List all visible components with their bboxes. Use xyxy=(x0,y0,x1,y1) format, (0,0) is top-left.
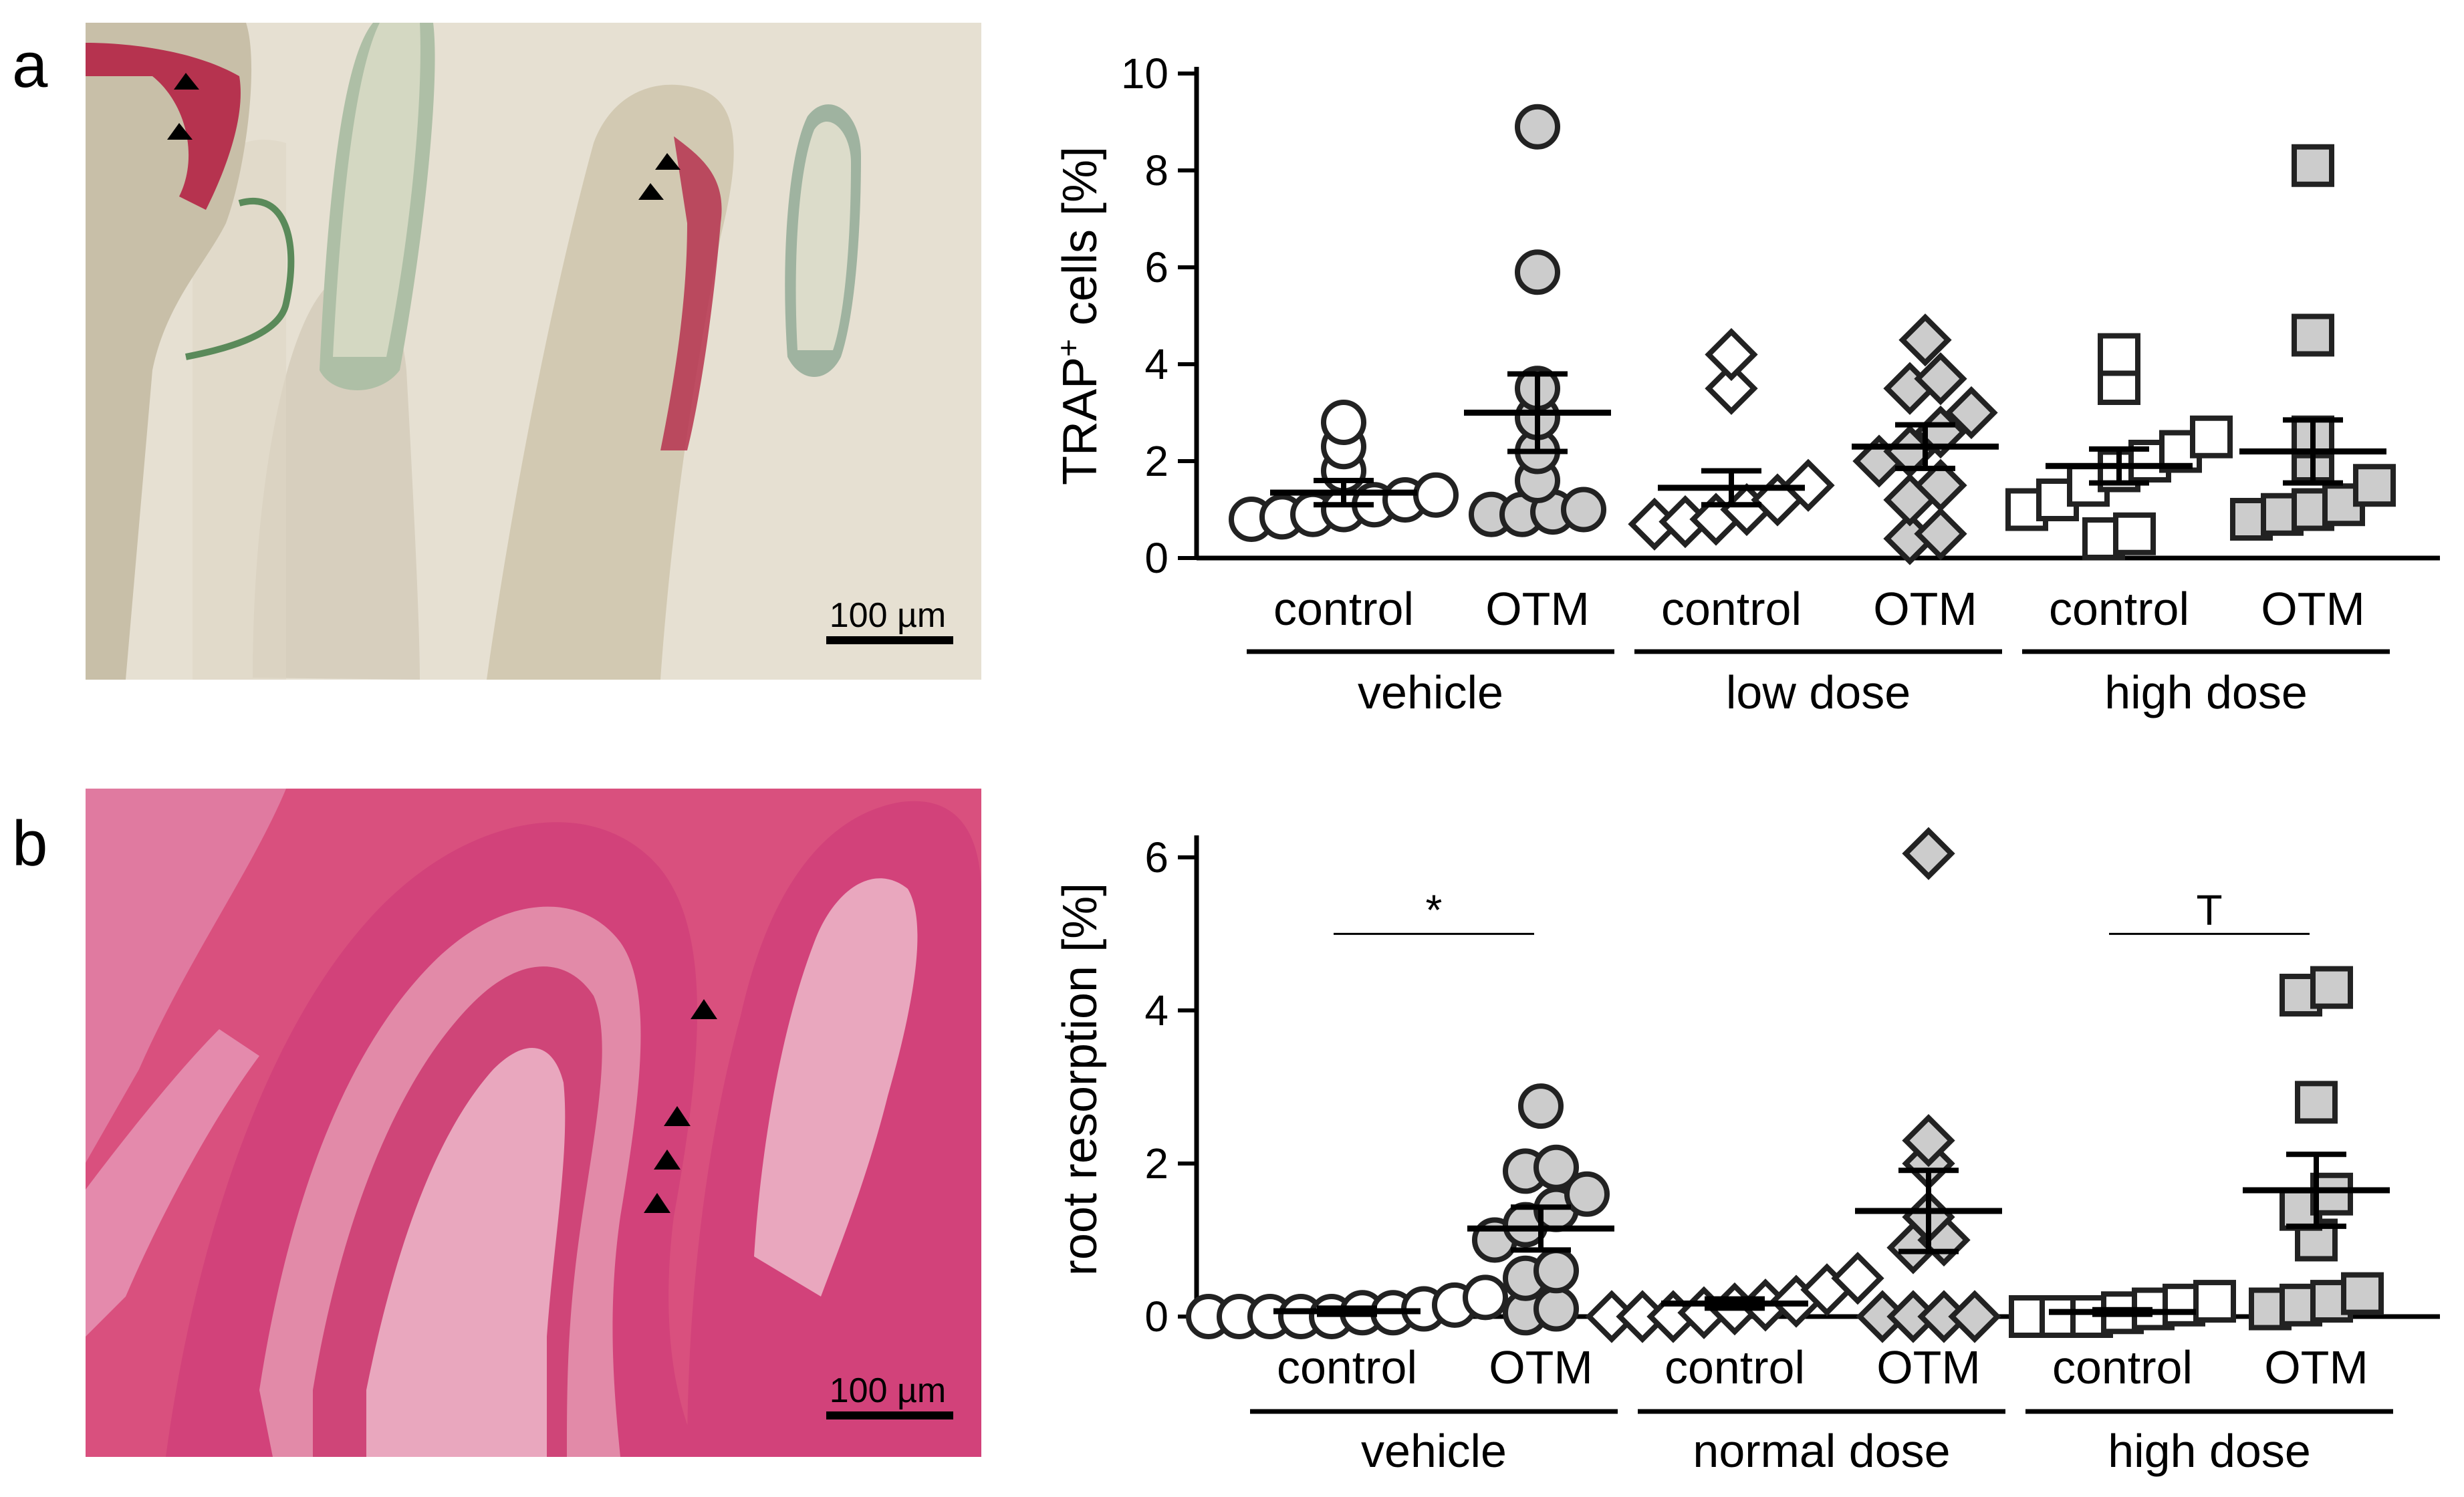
data-point xyxy=(2098,333,2140,376)
y-tick-label: 2 xyxy=(1144,437,1168,485)
y-tick-label: 6 xyxy=(1144,243,1168,291)
data-point xyxy=(1914,458,1967,512)
x-category-label: control xyxy=(1661,583,1802,635)
data-point xyxy=(1533,1144,1579,1190)
y-tick-label: 0 xyxy=(1144,1292,1168,1341)
x-category-label: control xyxy=(1665,1341,1805,1393)
significance-symbol: T xyxy=(2196,886,2222,934)
scale-bar-a xyxy=(826,636,953,644)
panel-label-b: b xyxy=(12,808,48,879)
group-label: vehicle xyxy=(1358,666,1503,718)
micrograph-trap: 100 µm xyxy=(86,23,981,680)
data-point xyxy=(1945,386,1998,440)
group-label: low dose xyxy=(1726,666,1911,718)
group-label: normal dose xyxy=(1693,1425,1950,1477)
data-point xyxy=(2341,1272,2384,1315)
data-point xyxy=(1321,400,1366,445)
data-point xyxy=(1705,362,1758,415)
data-point xyxy=(2190,415,2233,458)
data-point xyxy=(2292,313,2334,357)
x-category-label: OTM xyxy=(2261,583,2365,635)
group-label: high dose xyxy=(2108,1425,2311,1477)
x-category-label: OTM xyxy=(1873,583,1977,635)
x-category-label: OTM xyxy=(1489,1341,1593,1393)
data-point xyxy=(1533,1248,1579,1294)
data-point xyxy=(2193,1280,2236,1323)
x-category-label: control xyxy=(2049,583,2189,635)
x-category-label: control xyxy=(2052,1341,2193,1393)
panel-label-a: a xyxy=(12,29,48,101)
data-point xyxy=(1914,352,1967,406)
y-tick-label: 4 xyxy=(1144,340,1168,388)
x-category-label: OTM xyxy=(2264,1341,2368,1393)
significance-symbol: * xyxy=(1426,886,1443,934)
data-point xyxy=(2353,464,2396,507)
data-point xyxy=(1561,487,1606,533)
data-point xyxy=(1463,1274,1508,1321)
data-point xyxy=(2310,966,2353,1009)
data-point xyxy=(1914,507,1967,561)
data-point xyxy=(2113,512,2156,555)
x-category-label: OTM xyxy=(1485,583,1590,635)
y-axis-label: TRAP+ cells [%] xyxy=(1051,146,1107,485)
data-point xyxy=(1781,458,1835,512)
data-point xyxy=(1533,1286,1579,1332)
scale-bar-b xyxy=(826,1411,953,1419)
data-point xyxy=(1564,1171,1610,1217)
data-point xyxy=(1515,249,1560,295)
data-point xyxy=(1705,327,1758,382)
y-tick-label: 4 xyxy=(1144,986,1168,1035)
data-point xyxy=(1902,827,1955,880)
x-category-label: control xyxy=(1273,583,1414,635)
data-point xyxy=(1515,104,1560,150)
group-label: vehicle xyxy=(1361,1425,1507,1477)
y-tick-label: 0 xyxy=(1144,534,1168,582)
data-point xyxy=(1902,1113,1955,1168)
data-point xyxy=(2295,1081,2338,1124)
y-tick-label: 6 xyxy=(1144,833,1168,881)
y-tick-label: 8 xyxy=(1144,146,1168,194)
y-tick-label: 2 xyxy=(1144,1139,1168,1188)
data-point xyxy=(1948,1290,2001,1343)
x-category-label: OTM xyxy=(1876,1341,1981,1393)
chart-root-resorption: 0 2 4 6 root resorption [%] control OTM control… xyxy=(1023,802,2460,1494)
scale-bar-label-a: 100 µm xyxy=(830,596,946,635)
data-point xyxy=(1898,313,1952,367)
micrograph-he: 100 µm xyxy=(86,789,981,1457)
data-point xyxy=(2310,1172,2353,1216)
data-point xyxy=(1413,472,1459,518)
x-category-label: control xyxy=(1277,1341,1417,1393)
y-tick-label: 10 xyxy=(1121,49,1168,98)
data-point xyxy=(1831,1252,1884,1305)
chart-trap-cells: 0 2 4 6 8 10 TRAP+ cells [%] control OTM control O… xyxy=(1023,27,2460,748)
data-point xyxy=(2292,144,2334,187)
y-axis-label: root resorption [%] xyxy=(1054,883,1107,1276)
data-point xyxy=(1518,1083,1564,1129)
group-label: high dose xyxy=(2104,666,2308,718)
scale-bar-label-b: 100 µm xyxy=(830,1371,946,1410)
